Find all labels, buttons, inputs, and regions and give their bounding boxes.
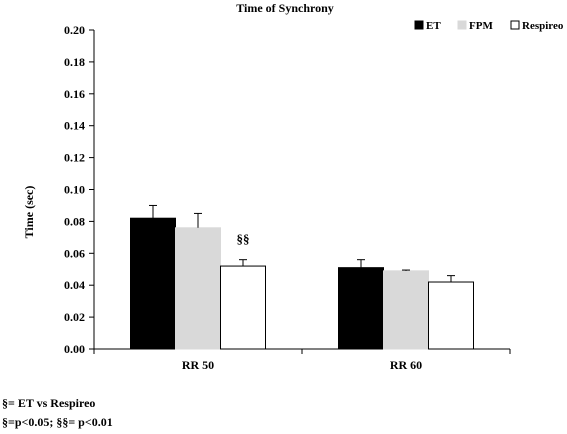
y-tick-label: 0.06 — [64, 246, 85, 260]
footnote-1: §= ET vs Respireo — [2, 396, 96, 410]
chart-title: Time of Synchrony — [236, 1, 334, 15]
y-tick-label: 0.16 — [64, 87, 85, 101]
bar — [220, 265, 266, 350]
y-axis: 0.00 0.02 0.04 0.06 0.08 0.10 0.12 0.14 0.16 0.18… — [64, 23, 95, 356]
y-tick-label: 0.12 — [64, 151, 85, 165]
footnote-2: §=p<0.05; §§= p<0.01 — [2, 415, 113, 429]
bar — [428, 281, 474, 350]
y-tick-label: 0.18 — [64, 55, 85, 69]
y-tick-label: 0.20 — [64, 23, 85, 37]
y-axis-label: Time (sec) — [22, 186, 36, 239]
legend-label: Respireo — [522, 20, 564, 32]
legend: ET FPM Respireo — [414, 20, 564, 32]
legend-label: ET — [426, 20, 441, 32]
bar — [338, 267, 384, 350]
legend-swatch — [414, 20, 424, 30]
y-tick-label: 0.04 — [64, 278, 85, 292]
significance-marker: §§ — [237, 232, 250, 247]
y-tick-label: 0.02 — [64, 310, 85, 324]
bars — [130, 204, 474, 350]
bar — [130, 217, 176, 350]
y-tick-label: 0.00 — [64, 342, 85, 356]
y-tick-label: 0.10 — [64, 183, 85, 197]
y-tick-label: 0.08 — [64, 214, 85, 228]
y-tick-label: 0.14 — [64, 119, 85, 133]
legend-swatch — [457, 20, 467, 30]
annotations: §§ — [237, 232, 250, 247]
x-category-label: RR 50 — [182, 358, 214, 372]
bar — [383, 270, 429, 350]
legend-label: FPM — [469, 20, 493, 32]
legend-swatch — [510, 20, 520, 30]
bar — [175, 227, 221, 350]
x-category-label: RR 60 — [390, 358, 422, 372]
x-axis: RR 50 RR 60 — [93, 348, 511, 372]
